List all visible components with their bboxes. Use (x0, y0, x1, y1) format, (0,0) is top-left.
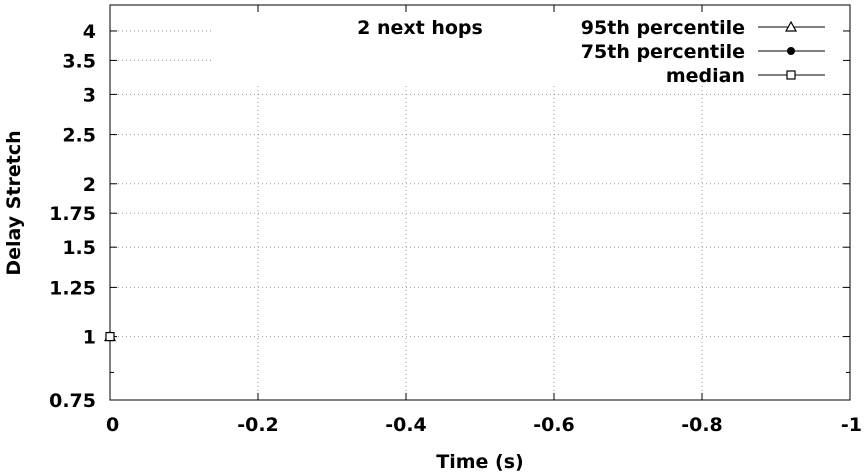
tick-labels: 0.75 1 1.25 1.5 1.75 2 2.5 3 3.5 4 0 -0.2 -0.4 -0.6 -0… (49, 21, 862, 436)
x-tick-label: 0 (106, 414, 119, 436)
data-point (105, 331, 115, 342)
axis-ticks (109, 5, 851, 401)
legend-label: 75th percentile (581, 41, 745, 63)
legend-marker (784, 20, 798, 32)
legend-label: median (666, 65, 745, 87)
y-tick-label: 1.25 (49, 277, 96, 299)
y-axis-label: Delay Stretch (3, 130, 25, 275)
x-tick-label: -1 (841, 414, 862, 436)
y-tick-label: 1 (83, 327, 96, 349)
y-tick-label: 2 (83, 174, 96, 196)
series-layer (103, 330, 117, 342)
y-tick-label: 2.5 (62, 125, 96, 147)
legend-marker (787, 47, 795, 55)
x-tick-label: -0.8 (681, 414, 723, 436)
x-tick-label: -0.6 (533, 414, 575, 436)
x-tick-label: -0.2 (237, 414, 279, 436)
y-tick-label: 4 (83, 21, 96, 43)
legend-label: 95th percentile (581, 17, 745, 39)
y-tick-label: 1.75 (49, 203, 96, 225)
grid-lines (110, 30, 850, 400)
x-tick-label: -0.4 (385, 414, 427, 436)
y-tick-label: 3 (83, 84, 96, 106)
legend-marker (786, 70, 796, 80)
y-tick-label: 3.5 (62, 50, 96, 72)
chart-title: 2 next hops (357, 17, 483, 39)
x-axis-label: Time (s) (436, 451, 523, 473)
plot-frame (109, 4, 851, 401)
y-tick-label: 0.75 (49, 390, 96, 412)
y-tick-label: 1.5 (62, 237, 96, 259)
